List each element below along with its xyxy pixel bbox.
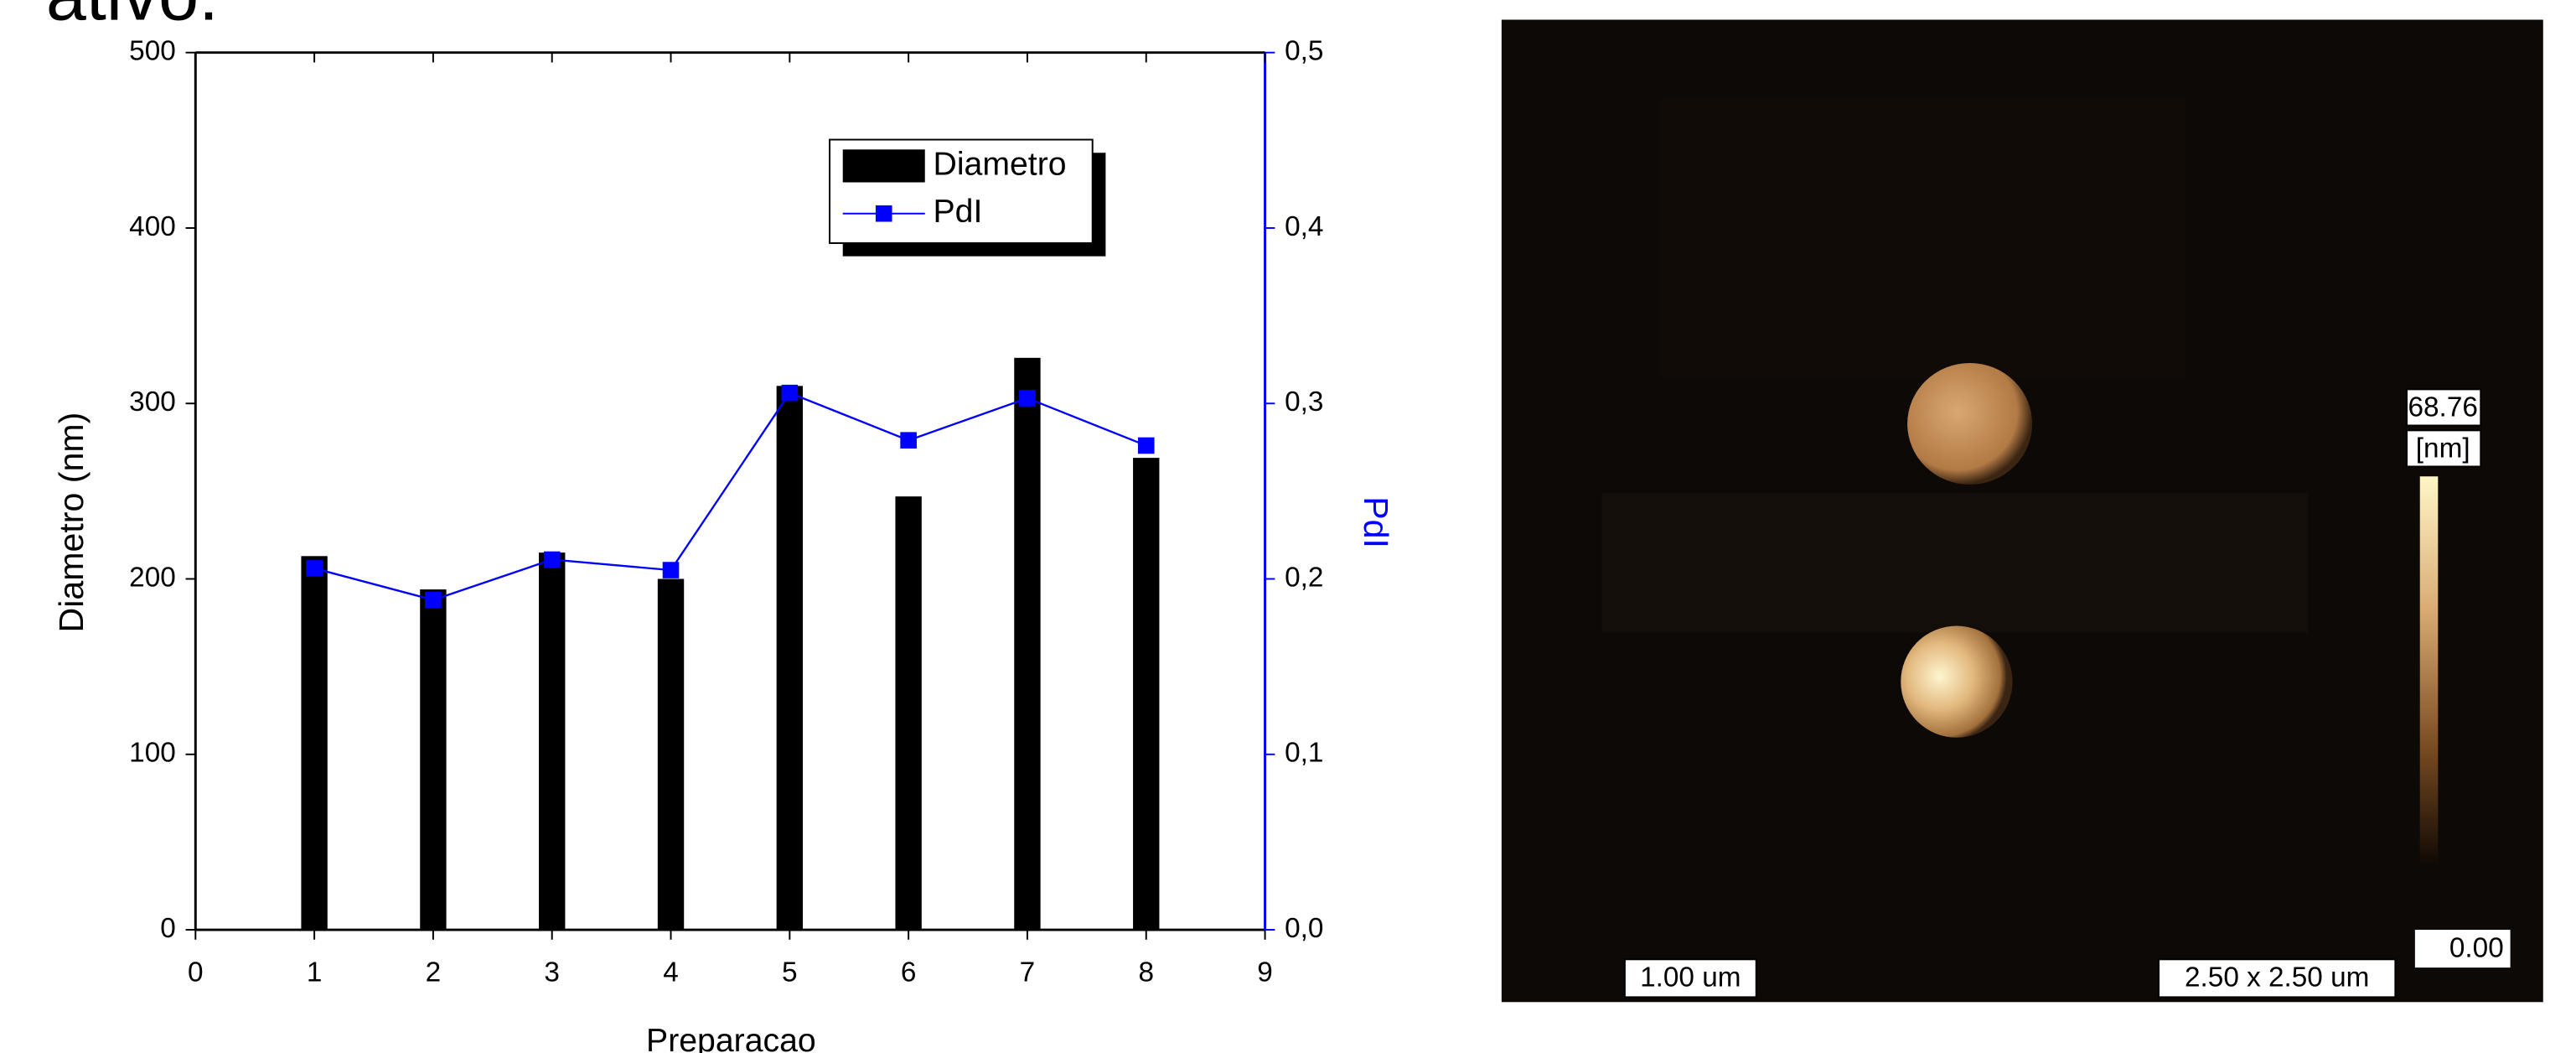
line	[313, 392, 1147, 601]
legend-swatch	[875, 205, 892, 222]
bar	[776, 386, 804, 931]
y2-tick-label: 0,1	[1285, 738, 1323, 769]
marker	[1019, 390, 1036, 407]
marker	[662, 562, 680, 578]
scale-max: 68.76	[2408, 392, 2478, 423]
x-axis-label: Preparacao	[646, 1023, 816, 1053]
bar	[1014, 357, 1041, 931]
x-tick-label: 5	[782, 957, 798, 988]
bar	[301, 556, 328, 931]
afm-stripe	[1659, 98, 2185, 378]
marker	[781, 384, 799, 402]
chart-title: ativo:	[46, 0, 219, 36]
y2-axis-label: PdI	[1357, 496, 1395, 548]
legend-swatch	[842, 149, 925, 183]
marker	[900, 432, 917, 449]
afm-particle	[1901, 625, 2013, 738]
y2-tick-label: 0,4	[1285, 211, 1323, 242]
y-tick-label: 400	[129, 211, 176, 242]
bar	[1133, 458, 1160, 931]
y-axis-label: Diametro (nm)	[52, 412, 91, 633]
x-tick-label: 8	[1138, 957, 1154, 988]
scale-unit: [nm]	[2416, 433, 2470, 464]
bar	[657, 578, 685, 931]
bar	[539, 552, 566, 931]
afm-panel: 68.76 [nm] 0.00 1.00 um 2.50 x 2.50 um	[1501, 19, 2543, 1003]
scale-bar: 1.00 um	[1640, 962, 1741, 993]
x-tick-label: 0	[188, 957, 204, 988]
y-tick-label: 200	[129, 562, 176, 593]
y2-tick-label: 0,2	[1285, 562, 1323, 593]
label-box	[2406, 429, 2482, 468]
marker	[306, 560, 323, 577]
afm-particle	[1907, 363, 2033, 485]
legend-label: PdI	[934, 194, 983, 230]
y2-tick-label: 0,3	[1285, 386, 1323, 418]
x-tick-label: 3	[544, 957, 560, 988]
scale-min: 0.00	[2449, 932, 2504, 963]
label-box	[1623, 958, 1757, 999]
color-scale	[2419, 476, 2439, 863]
y-tick-label: 0	[160, 913, 176, 944]
marker	[425, 591, 442, 609]
label-box	[2158, 958, 2397, 999]
x-tick-label: 1	[307, 957, 323, 988]
label-box	[2406, 388, 2482, 427]
legend-label: Diametro	[934, 146, 1067, 182]
x-tick-label: 4	[663, 957, 679, 988]
y2-tick-label: 0,0	[1285, 913, 1323, 944]
y-tick-label: 300	[129, 386, 176, 418]
marker	[543, 551, 561, 568]
x-tick-label: 7	[1020, 957, 1036, 988]
x-tick-label: 2	[426, 957, 442, 988]
label-box	[2414, 930, 2511, 968]
scan-size: 2.50 x 2.50 um	[2185, 962, 2369, 993]
bar	[895, 496, 922, 931]
x-tick-label: 6	[901, 957, 917, 988]
x-tick-label: 9	[1257, 957, 1273, 988]
y2-tick-label: 0,5	[1285, 36, 1323, 67]
y-tick-label: 500	[129, 36, 176, 67]
bar	[420, 589, 447, 931]
marker	[1137, 437, 1155, 454]
y-tick-label: 100	[129, 738, 176, 769]
afm-stripe	[1601, 492, 2309, 633]
